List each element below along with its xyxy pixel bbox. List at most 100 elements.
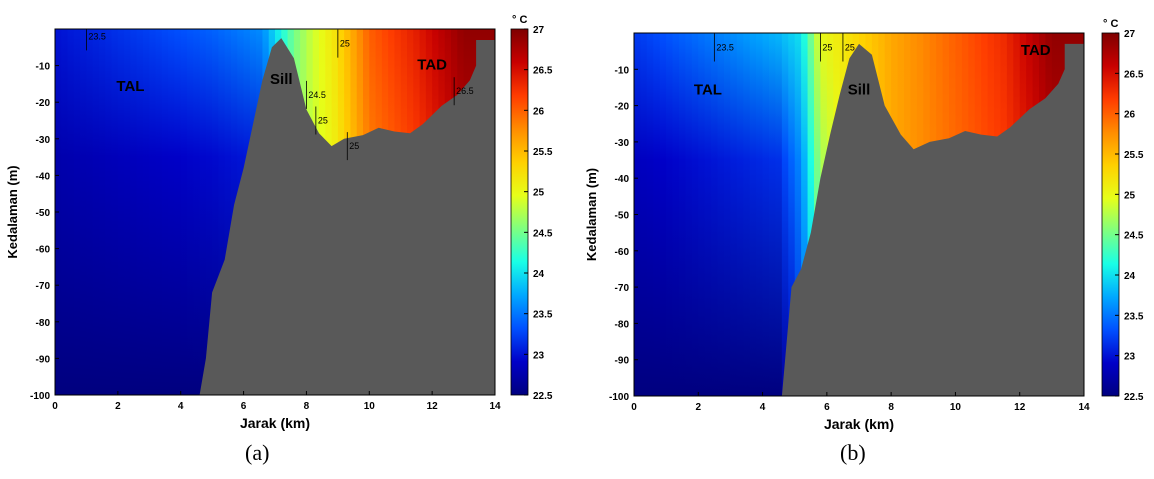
colorbar <box>510 28 529 396</box>
y-tick-label: -50 <box>36 208 51 219</box>
contour-label: 26.5 <box>456 86 474 96</box>
heatmap-column <box>149 29 157 395</box>
heatmap-column <box>724 33 732 396</box>
heatmap-column <box>105 29 113 395</box>
annotation-tal: TAL <box>116 78 144 95</box>
heatmap-column <box>168 29 176 395</box>
heatmap-column <box>788 33 796 396</box>
colorbar-tick-label: 24.5 <box>533 228 553 239</box>
heatmap-column <box>86 29 94 395</box>
colorbar-tick-label: 23.5 <box>533 310 553 321</box>
annotation-sill: Sill <box>270 71 293 88</box>
colorbar-tick-label: 26.5 <box>533 66 553 77</box>
heatmap-column <box>685 33 693 396</box>
y-tick-label: -10 <box>36 62 51 73</box>
heatmap-column <box>92 29 100 395</box>
colorbar-tick-label: 27 <box>533 25 545 36</box>
heatmap-column <box>124 29 132 395</box>
contour-label: 24.5 <box>308 90 326 100</box>
colorbar-tick-label: 22.5 <box>533 391 553 402</box>
y-tick-label: -20 <box>615 102 630 113</box>
contour-label: 25 <box>349 141 359 151</box>
heatmap: 23.5 24.5 25 25 25 26.5 <box>55 29 495 395</box>
heatmap-column <box>161 29 169 395</box>
colorbar-tick-label: 23.5 <box>1124 311 1144 322</box>
annotation-tad: TAD <box>417 56 447 73</box>
x-tick-label: 12 <box>1014 402 1026 413</box>
contour-label: 23.5 <box>716 43 734 53</box>
y-tick-label: -30 <box>615 138 630 149</box>
y-tick-label: -30 <box>36 135 51 146</box>
heatmap-column <box>653 33 661 396</box>
caption-a: (a) <box>245 440 270 465</box>
x-tick-label: 14 <box>1078 402 1090 413</box>
heatmap-column <box>174 29 182 395</box>
x-tick-label: 4 <box>178 401 184 412</box>
x-axis-label: Jarak (km) <box>824 416 894 432</box>
heatmap-column <box>99 29 107 395</box>
heatmap-column <box>679 33 687 396</box>
heatmap-column <box>756 33 764 396</box>
heatmap-column <box>640 33 648 396</box>
colorbar-tick-label: 26 <box>533 106 545 117</box>
bathymetry-area <box>634 43 1084 396</box>
heatmap-column <box>111 29 119 395</box>
y-tick-label: -80 <box>615 319 630 330</box>
bathymetry-area <box>55 38 495 395</box>
x-tick-label: 4 <box>760 402 766 413</box>
colorbar-tick-label: 27 <box>1124 29 1136 40</box>
contour-label: 25 <box>318 116 328 126</box>
x-tick-label: 12 <box>427 401 439 412</box>
colorbar-tick-label: 24.5 <box>1124 231 1144 242</box>
contour-label: 25 <box>340 39 350 49</box>
heatmap: 23.5 25 25 <box>634 33 1084 396</box>
x-tick-label: 10 <box>364 401 376 412</box>
annotation-sill: Sill <box>848 82 871 99</box>
y-tick-label: -90 <box>36 354 51 365</box>
heatmap-column <box>666 33 674 396</box>
contour-label: 25 <box>822 43 832 53</box>
colorbar-tick-label: 23 <box>533 350 545 361</box>
heatmap-column <box>199 29 207 395</box>
heatmap-column <box>781 33 790 396</box>
colorbar-tick-label: 26.5 <box>1124 69 1144 80</box>
y-tick-label: -80 <box>36 318 51 329</box>
heatmap-column <box>117 29 125 395</box>
heatmap-column <box>672 33 680 396</box>
heatmap-column <box>136 29 144 395</box>
x-tick-label: 2 <box>115 401 121 412</box>
y-tick-label: -100 <box>30 391 50 402</box>
x-tick-label: 14 <box>489 401 501 412</box>
colorbar-tick-label: 22.5 <box>1124 392 1144 403</box>
contour-label: 25 <box>845 43 855 53</box>
heatmap-column <box>711 33 719 396</box>
y-tick-label: -40 <box>615 174 630 185</box>
contour-label: 23.5 <box>88 31 106 41</box>
y-tick-label: -10 <box>615 65 630 76</box>
heatmap-column <box>143 29 151 395</box>
colorbar-tick-label: 25.5 <box>533 147 553 158</box>
y-tick-label: -100 <box>609 392 629 403</box>
x-tick-label: 8 <box>304 401 310 412</box>
heatmap-column <box>212 29 220 395</box>
heatmap-column <box>769 33 777 396</box>
x-tick-label: 6 <box>824 402 830 413</box>
heatmap-column <box>749 33 757 396</box>
colorbar-unit: ° C <box>512 14 527 26</box>
y-tick-label: -60 <box>36 245 51 256</box>
y-tick-label: -70 <box>615 283 630 294</box>
colorbar <box>1101 32 1120 397</box>
y-tick-label: -20 <box>36 98 51 109</box>
colorbar-tick-label: 25 <box>533 188 545 199</box>
heatmap-column <box>704 33 712 396</box>
y-tick-label: -90 <box>615 356 630 367</box>
heatmap-column <box>743 33 751 396</box>
heatmap-column <box>717 33 725 396</box>
heatmap-column <box>730 33 738 396</box>
heatmap-column <box>155 29 163 395</box>
x-axis-label: Jarak (km) <box>240 415 310 431</box>
heatmap-column <box>224 29 232 395</box>
heatmap-column <box>187 29 195 395</box>
heatmap-column <box>698 33 706 396</box>
